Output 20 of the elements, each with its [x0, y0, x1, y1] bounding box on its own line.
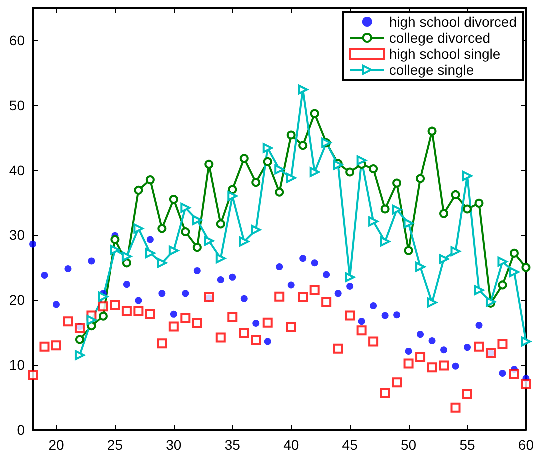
x-tick-label: 55	[460, 437, 476, 452]
legend-label: high school divorced	[389, 14, 518, 30]
x-tick-label: 45	[342, 437, 358, 452]
y-tick-label: 0	[17, 422, 26, 438]
x-tick-label: 20	[48, 437, 64, 452]
x-tick-label: 25	[107, 437, 124, 452]
y-tick-label: 40	[9, 162, 26, 178]
legend-label: college single	[389, 62, 474, 78]
y-tick-label: 30	[9, 227, 26, 244]
y-tick-label: 20	[9, 292, 26, 308]
x-tick-label: 30	[166, 437, 182, 452]
x-tick-label: 35	[224, 437, 241, 452]
x-tick-label: 60	[518, 437, 534, 452]
y-tick-label: 10	[9, 357, 26, 374]
legend-label: high school single	[389, 46, 501, 62]
x-tick-label: 40	[284, 437, 300, 452]
legend-label: college divorced	[389, 30, 491, 46]
x-tick-label: 50	[400, 437, 417, 452]
y-tick-label: 60	[9, 32, 26, 48]
y-tick-label: 50	[9, 97, 26, 114]
